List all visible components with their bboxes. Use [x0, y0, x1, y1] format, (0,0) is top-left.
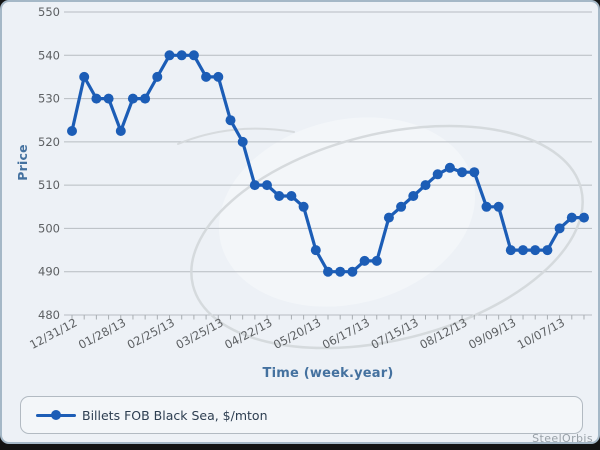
x-tick-label: 07/15/13	[369, 315, 421, 352]
data-point	[444, 162, 455, 173]
data-point	[408, 191, 419, 201]
x-tick-label: 10/07/13	[515, 315, 567, 352]
data-point	[188, 50, 199, 61]
y-tick-label: 500	[38, 221, 60, 235]
y-tick-label: 480	[38, 308, 60, 322]
x-axis-label: Time (week.year)	[262, 366, 394, 381]
data-point	[420, 180, 431, 191]
data-point	[274, 191, 285, 201]
data-point	[249, 180, 260, 191]
data-point	[298, 201, 309, 212]
y-axis-label: Price	[14, 144, 30, 181]
data-point	[566, 212, 577, 223]
legend-dot-sample	[51, 410, 61, 420]
data-point	[396, 201, 407, 212]
data-point	[91, 93, 102, 104]
data-point	[103, 93, 114, 104]
data-point	[176, 50, 187, 61]
data-point	[140, 93, 151, 104]
data-point	[530, 245, 541, 256]
y-tick-label: 510	[38, 178, 60, 192]
watermark-sphere	[218, 117, 476, 307]
x-tick-label: 09/09/13	[466, 315, 518, 352]
y-tick-label: 530	[38, 92, 60, 106]
data-point	[359, 255, 370, 266]
data-point	[335, 266, 346, 277]
data-point	[432, 169, 443, 180]
y-tick-label: 540	[38, 48, 60, 62]
data-point	[152, 71, 163, 82]
data-point	[347, 266, 358, 277]
y-tick-label: 550	[38, 5, 60, 19]
legend: Billets FOB Black Sea, $/mton	[20, 396, 583, 434]
data-point	[518, 245, 528, 256]
data-point	[164, 50, 175, 61]
legend-line-marker-icon	[36, 409, 76, 421]
data-point	[469, 167, 480, 178]
data-point	[127, 93, 138, 104]
data-point	[371, 255, 382, 266]
data-point	[310, 245, 321, 256]
y-tick-label: 520	[38, 135, 60, 149]
data-point	[323, 266, 333, 277]
data-point	[579, 212, 589, 223]
legend-series-label: Billets FOB Black Sea, $/mton	[82, 407, 268, 423]
data-point	[213, 71, 224, 82]
data-point	[383, 212, 394, 223]
data-point	[554, 223, 565, 234]
data-point	[237, 136, 248, 147]
data-point	[493, 201, 504, 212]
data-point	[67, 126, 77, 136]
data-point	[225, 115, 236, 126]
brand-watermark-text: SteelOrbis	[532, 432, 593, 444]
x-tick-label: 04/22/13	[222, 315, 274, 352]
x-tick-label: 01/28/13	[76, 315, 128, 352]
y-tick-label: 490	[38, 265, 60, 279]
data-point	[201, 71, 212, 82]
data-point	[457, 167, 468, 178]
x-tick-label: 02/25/13	[125, 315, 177, 352]
data-point	[542, 245, 553, 256]
data-point	[262, 180, 272, 191]
data-point	[481, 201, 492, 212]
x-tick-label: 03/25/13	[174, 315, 226, 352]
watermark-orbit-ring	[190, 124, 584, 350]
data-point	[286, 191, 297, 201]
data-point	[505, 245, 516, 256]
price-line-chart: 48049050051052053054055012/31/1201/28/13…	[27, 5, 592, 352]
data-point	[79, 71, 90, 82]
data-point	[115, 126, 126, 136]
